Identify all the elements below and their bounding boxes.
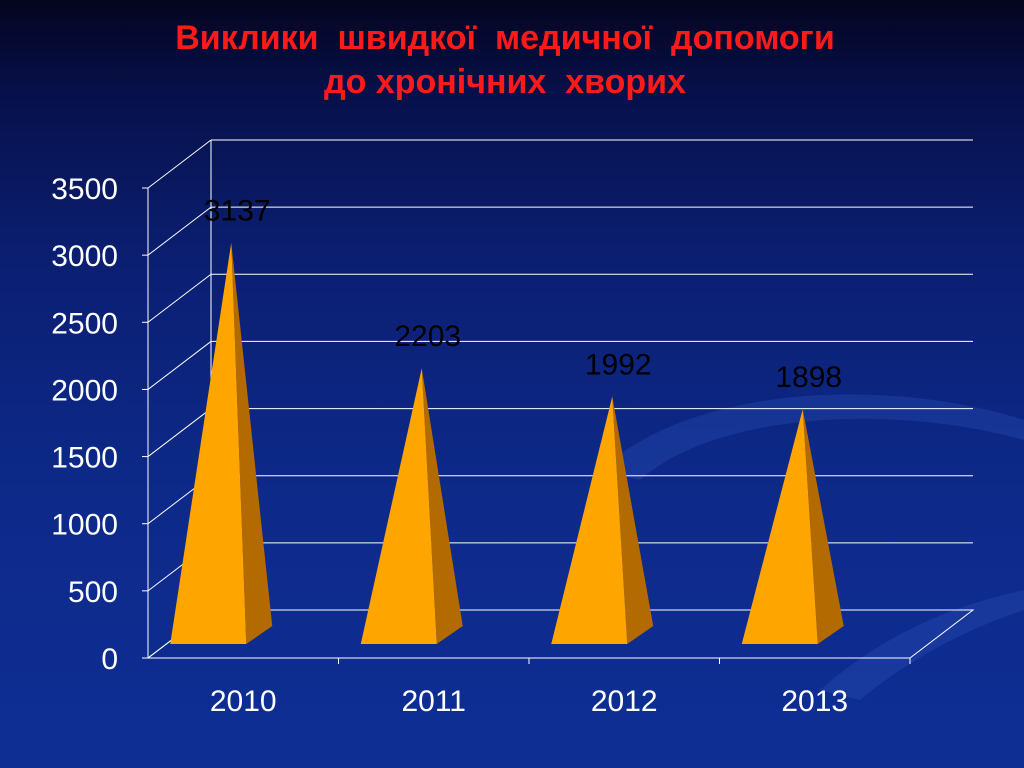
pyramid-bar	[360, 368, 437, 644]
gridline-side	[147, 408, 212, 457]
pyramid-bar	[741, 409, 818, 644]
data-label: 1898	[775, 361, 842, 394]
x-tick-label: 2010	[210, 685, 277, 718]
data-label: 1992	[585, 349, 652, 382]
y-tick-label: 1000	[51, 509, 118, 542]
pyramid-side	[612, 396, 654, 644]
gridline-side	[147, 139, 212, 189]
data-label: 3137	[204, 195, 271, 228]
title-line-1: Виклики швидкої медичної допомоги	[175, 19, 835, 57]
slide-title: Виклики швидкої медичної допомоги до хро…	[0, 16, 1010, 104]
pyramid-side	[421, 368, 463, 644]
title-line-2: до хронічних хворих	[324, 63, 686, 101]
gridline-side	[147, 206, 212, 256]
pyramid-bar	[551, 396, 628, 644]
pyramid-side	[231, 242, 273, 644]
pyramid-side	[802, 409, 844, 644]
y-tick-label: 2500	[51, 307, 118, 340]
y-tick-label: 3500	[51, 173, 118, 206]
background-swoosh	[600, 394, 1024, 700]
pyramid-bar	[170, 242, 247, 644]
plot-area: 0 500 1000 1500 2000 2500 3000 3500 2010 3137 2011…	[51, 139, 975, 718]
x-tick-label: 2011	[401, 685, 466, 718]
y-tick-label: 2000	[51, 374, 118, 407]
y-tick-label: 1500	[51, 442, 118, 475]
y-tick-label: 3000	[51, 240, 118, 273]
data-label: 2203	[394, 320, 461, 353]
gridline-side	[147, 273, 212, 323]
y-tick-label: 500	[68, 576, 118, 609]
y-tick-label: 0	[101, 643, 118, 676]
x-tick-label: 2013	[781, 685, 848, 718]
gridline-side	[147, 341, 212, 390]
x-tick-label: 2012	[591, 685, 658, 718]
